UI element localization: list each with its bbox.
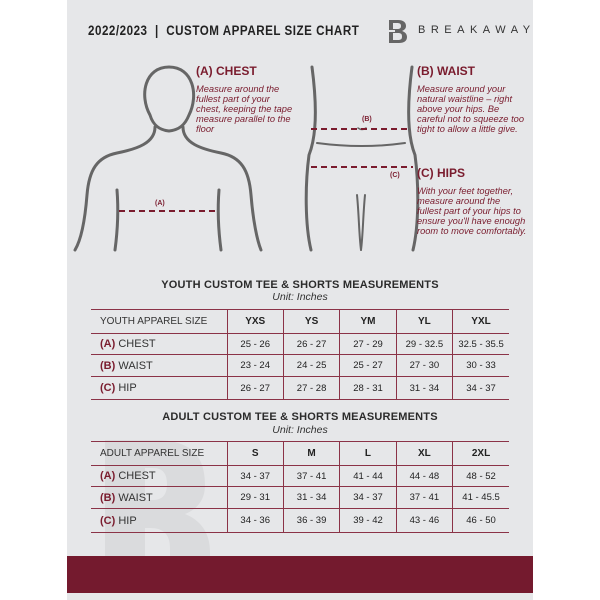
breakaway-logo-icon xyxy=(383,20,407,43)
cell: 41 - 44 xyxy=(339,465,397,487)
cell: 26 - 27 xyxy=(282,333,340,355)
cell: 30 - 33 xyxy=(452,354,509,377)
cell: 27 - 29 xyxy=(339,333,397,355)
cell: 26 - 27 xyxy=(226,376,284,400)
hips-marker: (C) xyxy=(390,172,400,179)
cell: 34 - 37 xyxy=(339,486,397,509)
cell: 48 - 52 xyxy=(452,465,509,487)
row-name: WAIST xyxy=(118,491,153,504)
cell: 41 - 45.5 xyxy=(452,486,509,509)
cell: 43 - 46 xyxy=(395,508,453,533)
cell: 27 - 28 xyxy=(282,376,340,400)
youth-table-title: YOUTH CUSTOM TEE & SHORTS MEASUREMENTS xyxy=(161,279,439,291)
adult-unit: Unit: Inches xyxy=(272,424,328,436)
row-name: HIP xyxy=(118,382,137,394)
row-code: (B) xyxy=(100,359,116,372)
size-header: XL xyxy=(395,441,453,466)
cell: 29 - 31 xyxy=(226,486,284,509)
row-name: CHEST xyxy=(118,338,156,350)
row-name: WAIST xyxy=(118,359,153,372)
size-header: M xyxy=(282,441,340,466)
cell: 28 - 31 xyxy=(339,376,397,400)
row-code: (C) xyxy=(100,514,116,527)
waist-marker: (B) xyxy=(362,116,372,123)
chest-description: Measure around the fullest part of your … xyxy=(196,84,293,134)
row-label: (B) WAIST xyxy=(91,354,227,377)
cell: 27 - 30 xyxy=(395,354,453,377)
size-header: YM xyxy=(339,309,397,334)
body-illustrations xyxy=(73,65,420,252)
table-header-row: ADULT APPAREL SIZE S M L XL 2XL xyxy=(91,441,509,466)
hips-description: With your feet together, measure around … xyxy=(417,186,527,236)
waist-description: Measure around your natural waistline – … xyxy=(417,84,524,134)
size-header: YL xyxy=(395,309,453,334)
table-row: (B) WAIST 29 - 31 31 - 34 34 - 37 37 - 41 41 … xyxy=(91,486,509,509)
adult-table-title: ADULT CUSTOM TEE & SHORTS MEASUREMENTS xyxy=(162,411,438,423)
row-header: ADULT APPAREL SIZE xyxy=(91,441,227,466)
row-label: (C) HIP xyxy=(91,508,227,533)
size-header: L xyxy=(339,441,397,466)
chest-heading: (A) CHEST xyxy=(196,64,257,78)
row-code: (B) xyxy=(100,491,116,504)
cell: 25 - 26 xyxy=(226,333,284,355)
youth-size-table: YOUTH APPAREL SIZE YXS YS YM YL YXL (A) … xyxy=(91,309,509,400)
row-code: (A) xyxy=(100,338,116,350)
hips-heading: (C) HIPS xyxy=(417,166,465,180)
adult-size-table: ADULT APPAREL SIZE S M L XL 2XL (A) CHES… xyxy=(91,441,509,533)
cell: 25 - 27 xyxy=(339,354,397,377)
size-header: S xyxy=(226,441,284,466)
page-title: 2022/2023 | CUSTOM APPAREL SIZE CHART xyxy=(88,23,360,38)
row-name: HIP xyxy=(118,514,137,527)
footer-bar xyxy=(67,556,533,593)
youth-unit: Unit: Inches xyxy=(272,291,328,303)
table-row: (A) CHEST 25 - 26 26 - 27 27 - 29 29 - 32.5 3… xyxy=(91,333,509,355)
row-header: YOUTH APPAREL SIZE xyxy=(91,309,227,334)
size-header: YS xyxy=(282,309,340,334)
cell: 31 - 34 xyxy=(395,376,453,400)
cell: 37 - 41 xyxy=(395,486,453,509)
cell: 36 - 39 xyxy=(282,508,340,533)
cell: 32.5 - 35.5 xyxy=(452,333,509,355)
table-row: (B) WAIST 23 - 24 24 - 25 25 - 27 27 - 30 30 … xyxy=(91,354,509,377)
cell: 46 - 50 xyxy=(452,508,509,533)
table-header-row: YOUTH APPAREL SIZE YXS YS YM YL YXL xyxy=(91,309,509,334)
table-row: (C) HIP 26 - 27 27 - 28 28 - 31 31 - 34 34 - … xyxy=(91,376,509,400)
row-code: (A) xyxy=(100,470,116,482)
row-label: (B) WAIST xyxy=(91,486,227,509)
row-code: (C) xyxy=(100,382,116,394)
table-row: (C) HIP 34 - 36 36 - 39 39 - 42 43 - 46 46 - … xyxy=(91,508,509,533)
cell: 39 - 42 xyxy=(339,508,397,533)
waist-heading: (B) WAIST xyxy=(417,64,475,78)
chest-marker: (A) xyxy=(155,200,165,207)
cell: 23 - 24 xyxy=(226,354,284,377)
cell: 24 - 25 xyxy=(282,354,340,377)
size-header: YXS xyxy=(226,309,284,334)
cell: 31 - 34 xyxy=(282,486,340,509)
cell: 34 - 37 xyxy=(226,465,284,487)
cell: 29 - 32.5 xyxy=(395,333,453,355)
row-label: (C) HIP xyxy=(91,376,227,400)
cell: 44 - 48 xyxy=(395,465,453,487)
cell: 37 - 41 xyxy=(282,465,340,487)
size-header: YXL xyxy=(452,309,509,334)
cell: 34 - 36 xyxy=(226,508,284,533)
row-name: CHEST xyxy=(118,470,156,482)
size-header: 2XL xyxy=(452,441,509,466)
brand-name: BREAKAWAY xyxy=(418,24,536,36)
table-row: (A) CHEST 34 - 37 37 - 41 41 - 44 44 - 48 48 … xyxy=(91,465,509,487)
row-label: (A) CHEST xyxy=(91,465,227,487)
cell: 34 - 37 xyxy=(452,376,509,400)
row-label: (A) CHEST xyxy=(91,333,227,355)
